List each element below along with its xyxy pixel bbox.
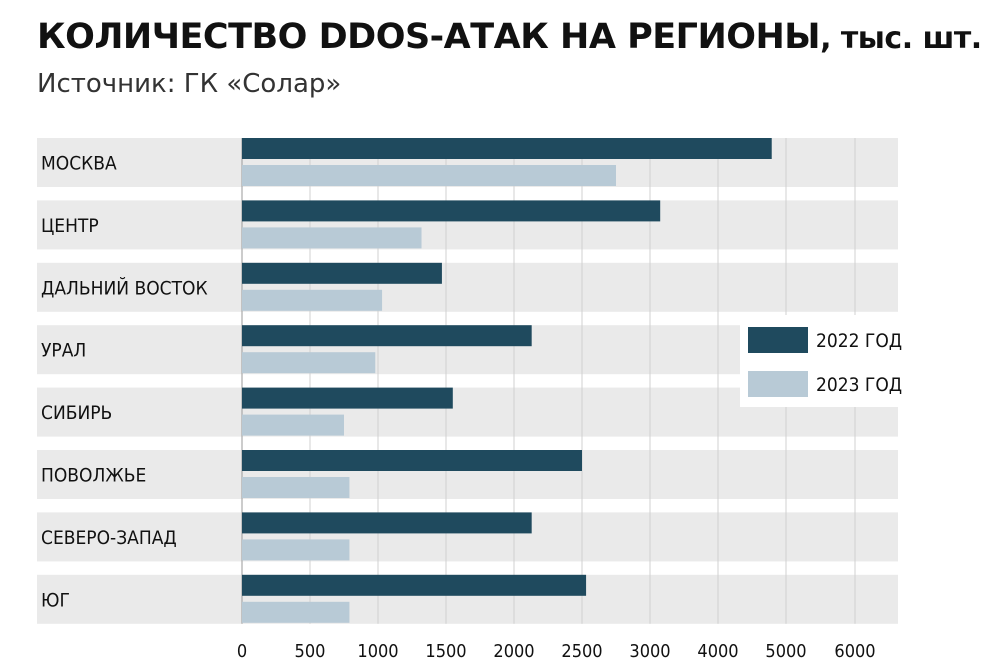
- bar-2022: [242, 200, 661, 222]
- bar-2022: [242, 387, 453, 409]
- x-tick-label: 500: [295, 641, 326, 662]
- category-label: ЦЕНТР: [41, 215, 99, 237]
- bar-2023: [242, 289, 383, 311]
- x-tick-label: 5000: [765, 641, 806, 662]
- category-label: ЮГ: [41, 589, 70, 611]
- chart-subtitle: Источник: ГК «Солар»: [37, 69, 342, 99]
- x-tick-label: 6000: [834, 641, 875, 662]
- bar-2023: [242, 477, 350, 498]
- bar-2023: [242, 414, 344, 436]
- category-label: ДАЛЬНИЙ ВОСТОК: [41, 276, 208, 299]
- category-label: МОСКВА: [41, 153, 117, 175]
- bar-2023: [242, 165, 616, 186]
- x-tick-label: 3000: [629, 641, 670, 662]
- x-tick-label: 0: [237, 641, 247, 662]
- bar-2022: [242, 450, 582, 471]
- legend-swatch-2023: [748, 371, 808, 397]
- row-band: [37, 262, 898, 312]
- x-tick-label: 4000: [697, 641, 738, 662]
- bar-2022: [242, 325, 532, 347]
- bar-2023: [242, 352, 376, 374]
- bar-2023: [242, 227, 422, 249]
- bar-2022: [242, 138, 772, 159]
- category-label: СИБИРЬ: [41, 402, 112, 424]
- x-tick-label: 2500: [561, 641, 602, 662]
- chart-title: КОЛИЧЕСТВО DDOS-АТАК НА РЕГИОНЫ, тыс. шт…: [37, 17, 982, 57]
- legend-label-2022: 2022 ГОД: [816, 330, 902, 352]
- category-label: ПОВОЛЖЬЕ: [41, 465, 146, 487]
- bar-2023: [242, 539, 350, 561]
- x-tick-label: 1500: [425, 641, 466, 662]
- bar-2023: [242, 601, 350, 623]
- x-tick-label: 2000: [493, 641, 534, 662]
- legend-label-2023: 2023 ГОД: [816, 374, 902, 396]
- bar-2022: [242, 262, 442, 284]
- bar-2022: [242, 512, 532, 534]
- x-tick-label: 1000: [357, 641, 398, 662]
- bar-2022: [242, 574, 587, 596]
- category-label: УРАЛ: [41, 340, 86, 362]
- category-label: СЕВЕРО-ЗАПАД: [41, 527, 177, 549]
- legend-swatch-2022: [748, 327, 808, 353]
